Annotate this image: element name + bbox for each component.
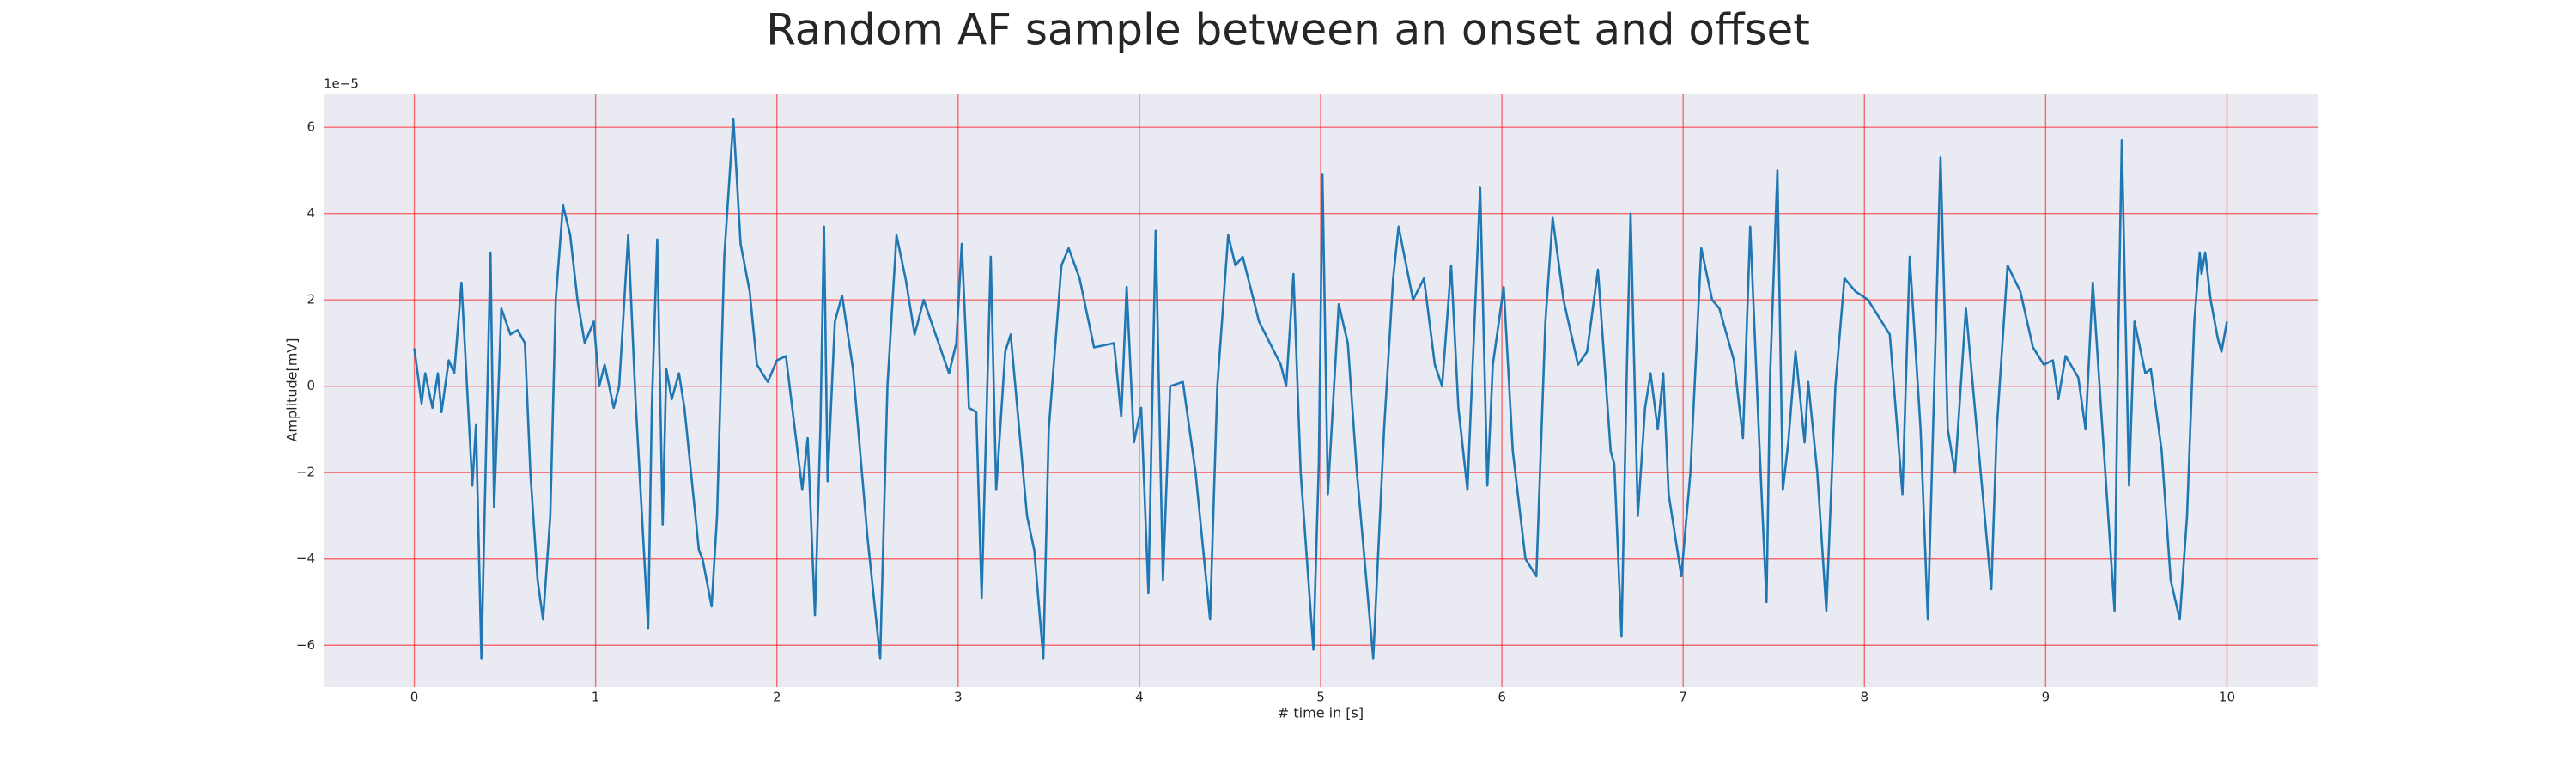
x-tick-label: 2 [773, 690, 781, 705]
signal-line [413, 117, 2228, 660]
x-tick-label: 9 [2042, 690, 2050, 705]
y-axis-label: Amplitude[mV] [284, 338, 301, 441]
y-tick-label: −4 [296, 551, 315, 566]
x-tick-label: 10 [2219, 690, 2235, 705]
x-tick-label: 4 [1135, 690, 1144, 705]
x-tick-label: 6 [1498, 690, 1506, 705]
x-tick-label: 3 [954, 690, 963, 705]
y-tick-label: 6 [307, 119, 315, 135]
x-tick-label: 0 [410, 690, 419, 705]
x-tick-label: 1 [592, 690, 600, 705]
x-tick-label: 5 [1316, 690, 1325, 705]
marks [413, 117, 2228, 660]
chart-title: Random AF sample between an onset and of… [766, 5, 1810, 55]
x-tick-label: 8 [1860, 690, 1868, 705]
y-tick-label: −2 [296, 465, 315, 480]
y-offset-text: 1e−5 [324, 76, 359, 92]
x-tick-label: 7 [1679, 690, 1687, 705]
y-tick-label: 4 [307, 205, 315, 221]
x-axis-label: # time in [s] [1278, 705, 1364, 721]
y-tick-label: 2 [307, 292, 315, 307]
y-tick-label: 0 [307, 378, 315, 393]
y-tick-label: −6 [296, 637, 315, 653]
